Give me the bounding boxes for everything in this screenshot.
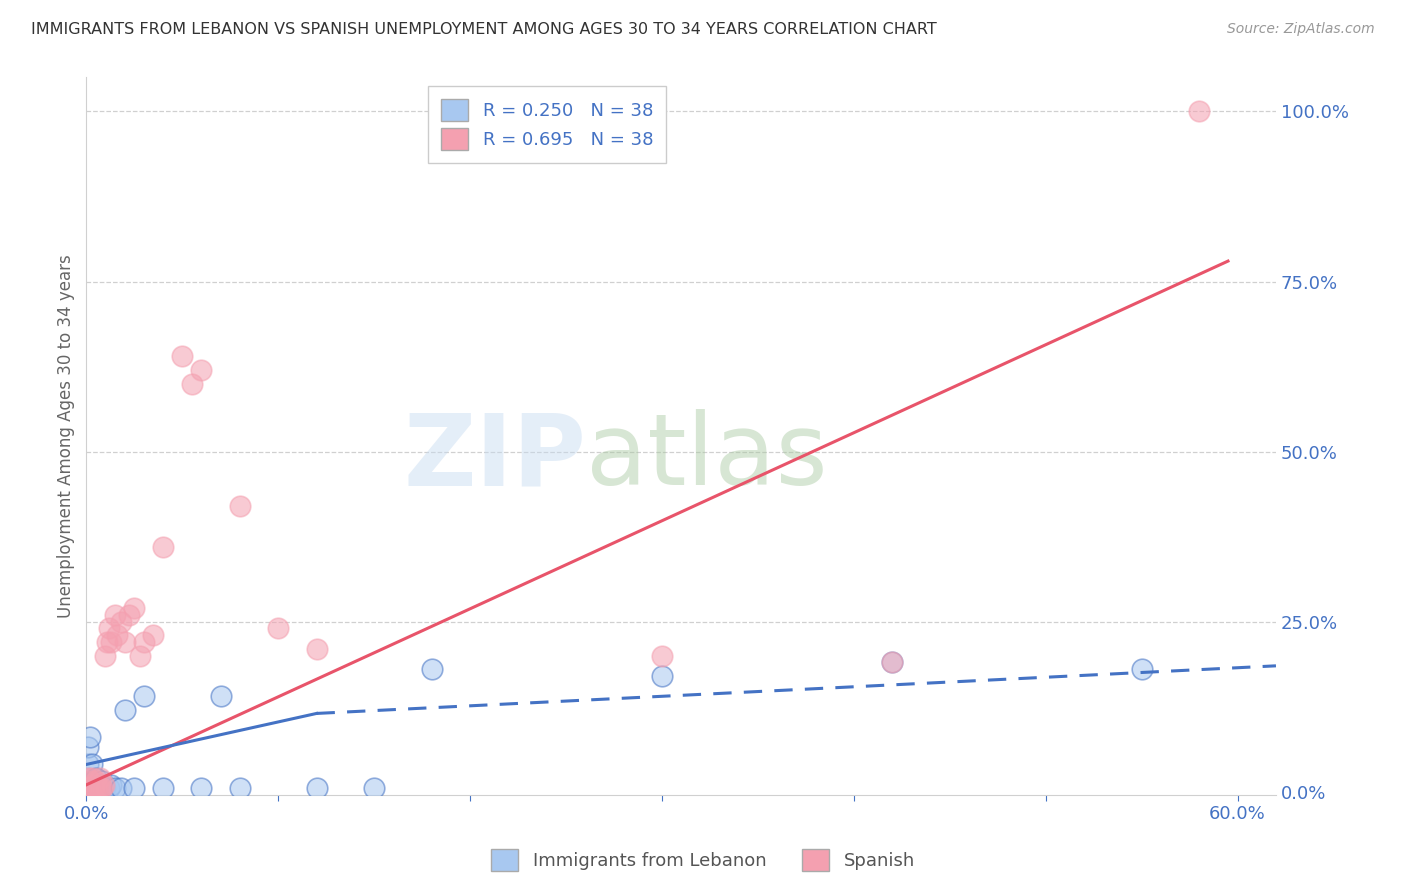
Point <box>79 781 101 796</box>
Point <box>1130 662 1153 676</box>
Point <box>84 781 107 796</box>
Legend: Immigrants from Lebanon, Spanish: Immigrants from Lebanon, Spanish <box>484 842 922 879</box>
Point <box>114 703 136 717</box>
Point <box>87 778 110 792</box>
Point <box>209 690 232 704</box>
Point <box>152 781 174 796</box>
Point <box>90 774 112 789</box>
Point <box>104 607 127 622</box>
Point <box>651 648 673 663</box>
Point <box>117 607 139 622</box>
Text: ZIP: ZIP <box>404 409 586 507</box>
Point <box>89 771 111 785</box>
Point <box>267 621 290 635</box>
Point <box>122 601 145 615</box>
Point <box>94 648 117 663</box>
Point <box>105 628 128 642</box>
Point <box>190 363 212 377</box>
Point <box>80 781 103 796</box>
Point <box>84 771 107 785</box>
Point <box>132 635 155 649</box>
Point <box>77 781 100 796</box>
Point <box>80 778 103 792</box>
Point <box>152 540 174 554</box>
Point <box>172 349 194 363</box>
Point <box>89 781 111 796</box>
Point <box>80 771 103 785</box>
Point <box>114 635 136 649</box>
Point <box>104 781 127 796</box>
Point <box>96 635 118 649</box>
Point <box>98 781 121 796</box>
Point <box>77 740 100 755</box>
Point <box>83 781 105 796</box>
Point <box>87 781 110 796</box>
Point <box>100 778 122 792</box>
Point <box>1188 104 1211 119</box>
Point <box>132 690 155 704</box>
Legend: R = 0.250   N = 38, R = 0.695   N = 38: R = 0.250 N = 38, R = 0.695 N = 38 <box>429 87 665 163</box>
Point <box>90 781 112 796</box>
Point <box>83 781 105 796</box>
Point <box>363 781 385 796</box>
Point <box>93 781 115 796</box>
Point <box>84 774 107 789</box>
Point <box>89 781 111 796</box>
Y-axis label: Unemployment Among Ages 30 to 34 years: Unemployment Among Ages 30 to 34 years <box>58 254 75 618</box>
Point <box>79 781 101 796</box>
Point <box>229 499 252 513</box>
Point <box>651 669 673 683</box>
Point <box>142 628 165 642</box>
Text: Source: ZipAtlas.com: Source: ZipAtlas.com <box>1227 22 1375 37</box>
Point <box>80 757 103 772</box>
Point <box>83 778 105 792</box>
Point <box>77 757 100 772</box>
Point <box>90 781 112 796</box>
Point <box>77 771 100 785</box>
Point <box>79 731 101 745</box>
Point <box>93 778 115 792</box>
Point <box>190 781 212 796</box>
Point <box>84 781 107 796</box>
Text: IMMIGRANTS FROM LEBANON VS SPANISH UNEMPLOYMENT AMONG AGES 30 TO 34 YEARS CORREL: IMMIGRANTS FROM LEBANON VS SPANISH UNEMP… <box>31 22 936 37</box>
Point <box>83 774 105 789</box>
Point <box>882 656 904 670</box>
Point <box>420 662 443 676</box>
Point <box>129 648 152 663</box>
Point <box>79 774 101 789</box>
Text: atlas: atlas <box>586 409 828 507</box>
Point <box>122 781 145 796</box>
Point <box>100 635 122 649</box>
Point <box>77 771 100 785</box>
Point <box>87 781 110 796</box>
Point <box>229 781 252 796</box>
Point <box>94 781 117 796</box>
Point <box>180 376 202 391</box>
Point <box>98 621 121 635</box>
Point <box>110 781 132 796</box>
Point <box>110 615 132 629</box>
Point <box>80 781 103 796</box>
Point <box>77 781 100 796</box>
Point <box>305 641 328 656</box>
Point <box>882 656 904 670</box>
Point <box>79 774 101 789</box>
Point <box>305 781 328 796</box>
